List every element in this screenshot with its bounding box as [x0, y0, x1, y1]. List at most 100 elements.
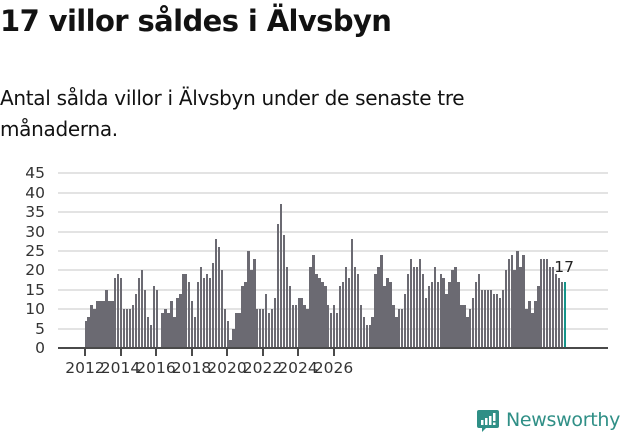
bar	[241, 285, 244, 348]
gridline	[58, 172, 608, 175]
bar	[199, 266, 203, 348]
bar	[170, 301, 173, 348]
bar	[333, 305, 336, 348]
bar	[191, 301, 194, 348]
y-tick-label: 45	[25, 164, 45, 183]
bar	[436, 282, 439, 348]
bar	[188, 282, 191, 348]
bar	[525, 309, 528, 348]
gridline	[58, 288, 608, 291]
bar	[365, 324, 368, 348]
last-value-annotation: 17	[554, 258, 574, 277]
x-tick-label: 2020	[207, 359, 247, 377]
bar	[335, 313, 339, 348]
bar	[415, 266, 419, 348]
bar	[406, 274, 410, 348]
bar	[285, 266, 289, 348]
bar	[501, 289, 505, 348]
bar	[507, 258, 510, 348]
bar	[303, 305, 306, 348]
bar	[442, 278, 445, 348]
bar	[256, 309, 259, 348]
bar	[460, 305, 463, 348]
bar	[344, 266, 348, 348]
gridline	[58, 230, 608, 233]
bar	[350, 239, 354, 348]
bar	[371, 316, 374, 348]
bar	[421, 274, 425, 348]
x-tick	[155, 348, 157, 356]
bar	[205, 274, 209, 348]
y-tick-label: 25	[25, 242, 45, 260]
bar	[262, 309, 265, 348]
bar	[318, 278, 321, 348]
bar	[472, 297, 475, 348]
bar	[513, 270, 516, 348]
y-tick-label: 15	[25, 280, 45, 299]
bar	[140, 270, 144, 348]
bar	[297, 297, 300, 348]
bar	[143, 289, 147, 348]
bar	[131, 305, 135, 348]
bar	[291, 305, 294, 348]
bar	[356, 274, 360, 348]
x-tick-label: 2014	[100, 359, 141, 377]
y-tick-label: 30	[25, 222, 45, 241]
x-tick-label: 2012	[65, 359, 105, 377]
bar	[111, 301, 114, 348]
bar	[202, 278, 206, 348]
gridline	[58, 211, 608, 214]
bar	[510, 254, 513, 348]
bar	[498, 297, 502, 348]
x-tick	[226, 348, 228, 356]
bar	[306, 309, 309, 348]
bar	[279, 204, 283, 348]
bar	[480, 289, 484, 348]
bar	[176, 297, 179, 348]
bar	[217, 247, 221, 348]
bar	[445, 293, 448, 348]
bar	[232, 328, 235, 348]
bar	[439, 274, 442, 348]
bar	[220, 270, 223, 348]
bar	[433, 266, 436, 348]
bar	[120, 278, 123, 348]
bar	[392, 305, 395, 348]
bar	[149, 324, 152, 348]
bar	[137, 278, 141, 348]
y-tick-label: 20	[25, 261, 45, 280]
bar	[96, 301, 99, 348]
x-tick	[297, 348, 299, 356]
bar	[418, 258, 422, 348]
bar	[167, 313, 170, 348]
bar	[483, 289, 487, 348]
bar	[321, 282, 324, 348]
gridline	[58, 250, 608, 252]
bar	[155, 289, 158, 348]
bar	[173, 316, 176, 348]
bar	[516, 251, 519, 348]
bar	[211, 262, 215, 348]
bar	[182, 274, 185, 348]
x-tick	[84, 348, 86, 356]
bar	[214, 239, 218, 348]
bar	[401, 309, 404, 348]
bar	[93, 309, 96, 348]
bar	[368, 324, 371, 348]
bar	[347, 278, 351, 348]
bar	[128, 309, 132, 348]
bar	[563, 282, 567, 348]
bar	[282, 235, 286, 348]
x-tick	[332, 348, 335, 356]
bar	[466, 316, 469, 348]
bar	[546, 258, 549, 348]
bar	[554, 274, 558, 348]
bar	[208, 278, 212, 348]
bar	[383, 285, 386, 348]
bar	[117, 274, 120, 348]
bar	[267, 313, 271, 348]
bar	[276, 223, 280, 348]
bar	[398, 309, 401, 348]
bar	[247, 251, 250, 348]
y-tick-label: 40	[25, 183, 45, 202]
